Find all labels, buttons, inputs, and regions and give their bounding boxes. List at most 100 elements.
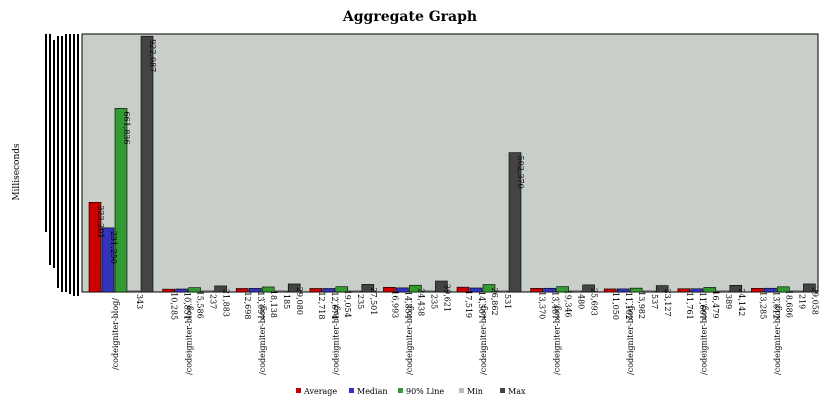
- value-label: 502,370: [516, 156, 525, 189]
- bar-90-line: [777, 286, 790, 293]
- legend-label: 90% Line: [406, 387, 444, 396]
- legend-label: Median: [357, 387, 388, 396]
- value-label: 16,993: [390, 290, 399, 318]
- bar-average: [677, 288, 691, 293]
- value-labels-group: 323,201 231,250 661,836 343 922,087 10,285 10,…: [96, 39, 819, 320]
- value-label: 29,058: [810, 287, 819, 315]
- bar-min: [348, 290, 362, 293]
- value-label: 661,836: [122, 111, 131, 144]
- category-label: /codeigniter-blog/: [111, 298, 120, 370]
- bar-median: [690, 288, 704, 293]
- value-label: 13,285: [758, 291, 767, 319]
- legend: Average Median 90% Line Min Max: [296, 387, 526, 396]
- bar-median: [322, 288, 336, 293]
- bar-min: [495, 290, 509, 293]
- value-label: 19,346: [564, 290, 573, 318]
- bars-group: [88, 35, 816, 293]
- category-label: /codeigniter-blog...: [626, 298, 635, 375]
- value-label: 14,507: [477, 291, 486, 319]
- bar-median: [543, 287, 556, 293]
- value-label: 21,883: [222, 289, 231, 317]
- value-label: 12,718: [317, 291, 326, 319]
- bar-average: [88, 202, 102, 293]
- legend-swatch: [459, 388, 464, 393]
- chart-title: Aggregate Graph: [342, 9, 477, 25]
- value-label: 13,612: [771, 291, 780, 319]
- bar-max: [582, 284, 595, 293]
- value-label: 16,479: [711, 290, 720, 318]
- bar-max: [214, 285, 227, 293]
- bar-median: [248, 288, 262, 293]
- value-label: 11,607: [698, 292, 707, 320]
- value-label: 231,250: [109, 231, 118, 264]
- bar-average: [751, 288, 764, 293]
- bar-min: [569, 290, 582, 293]
- category-label: /codeigniter-blog...: [479, 298, 488, 375]
- bar-median: [175, 288, 188, 293]
- value-label: 389: [724, 294, 733, 309]
- value-label: 27,501: [369, 287, 378, 315]
- bar-max: [655, 285, 669, 293]
- category-label: /codeigniter-blog...: [258, 298, 267, 375]
- bar-90-line: [114, 108, 128, 293]
- category-label: /codeigniter-blog...: [700, 298, 709, 375]
- bar-median: [396, 287, 409, 293]
- value-label: 25,693: [590, 288, 599, 316]
- legend-label: Max: [508, 387, 526, 396]
- bar-90-line: [482, 284, 496, 293]
- category-label: /codeigniter-blog...: [773, 298, 782, 375]
- value-label: 13,982: [637, 291, 646, 319]
- value-label: 323,201: [96, 205, 105, 238]
- value-label: 15,586: [196, 291, 205, 319]
- value-label: 537: [650, 294, 659, 309]
- category-label: /codeigniter-blog...: [332, 298, 341, 375]
- value-label: 19,054: [343, 290, 352, 318]
- value-label: 18,686: [784, 290, 793, 318]
- legend-label: Min: [467, 387, 483, 396]
- bar-min: [422, 290, 435, 293]
- plot-area: [81, 33, 819, 293]
- bar-max: [287, 283, 301, 293]
- bar-median: [101, 227, 115, 293]
- value-label: 11,102: [624, 292, 633, 320]
- value-label: 13,370: [538, 291, 547, 319]
- bar-90-line: [556, 286, 569, 293]
- bar-average: [309, 288, 323, 293]
- bar-average: [456, 286, 470, 293]
- value-label: 185: [282, 294, 291, 309]
- bar-max: [435, 280, 448, 293]
- bar-90-line: [188, 287, 201, 293]
- bar-max: [803, 283, 816, 293]
- bar-min: [127, 290, 141, 293]
- value-label: 10,285: [170, 292, 179, 320]
- value-label: 39,621: [442, 284, 451, 312]
- bar-median: [469, 287, 483, 293]
- value-label: 480: [577, 294, 586, 309]
- value-label: 235: [356, 294, 365, 309]
- bar-max: [729, 285, 743, 293]
- y-axis-decoration: [45, 34, 79, 296]
- bar-90-line: [703, 287, 717, 293]
- y-axis-label: Milliseconds: [12, 143, 22, 201]
- value-label: 531: [503, 294, 512, 309]
- value-label: 343: [135, 294, 144, 309]
- bar-min: [790, 290, 803, 293]
- value-label: 18,138: [269, 290, 278, 318]
- value-label: 12,674: [330, 291, 339, 319]
- value-label: 24,438: [416, 288, 425, 316]
- bar-min: [716, 290, 730, 293]
- value-label: 24,142: [737, 288, 746, 316]
- legend-swatch: [398, 388, 403, 393]
- value-label: 922,087: [148, 39, 157, 72]
- bar-min: [201, 290, 214, 293]
- bar-min: [274, 290, 288, 293]
- bar-90-line: [409, 284, 422, 293]
- value-label: 26,862: [490, 288, 499, 316]
- value-label: 11,761: [685, 292, 694, 320]
- value-label: 10,851: [183, 292, 192, 320]
- bar-max: [140, 35, 154, 293]
- legend-swatch: [296, 388, 301, 393]
- bar-average: [530, 287, 543, 293]
- legend-label: Average: [303, 387, 337, 396]
